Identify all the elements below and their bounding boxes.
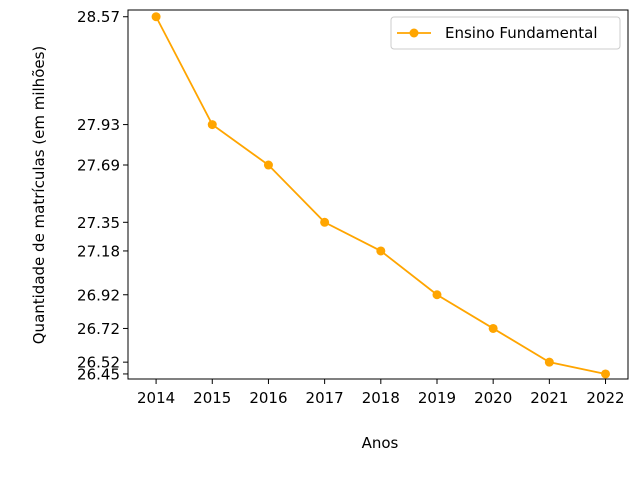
data-point: [207, 120, 217, 130]
x-tick-label: 2020: [474, 389, 512, 407]
data-point: [263, 160, 273, 170]
data-point: [432, 290, 442, 300]
y-tick-label: 27.69: [77, 157, 120, 175]
plot-area: [151, 12, 611, 379]
x-tick-label: 2016: [249, 389, 287, 407]
data-point: [488, 323, 498, 333]
x-tick-label: 2022: [586, 389, 624, 407]
axes-frame: [127, 9, 629, 380]
y-tick-label: 26.52: [77, 354, 120, 372]
x-tick-label: 2015: [193, 389, 231, 407]
legend-series-label: Ensino Fundamental: [445, 24, 598, 42]
data-point: [544, 357, 554, 367]
data-point: [601, 369, 611, 379]
y-axis-label: Quantidade de matrículas (em milhões): [30, 46, 48, 345]
y-tick-label: 26.45: [77, 365, 120, 383]
y-tick-label: 27.35: [77, 214, 120, 232]
axes: 2014 2015 2016 2017 2018 2019 2020 2021 2022 26.4…: [77, 8, 629, 407]
y-tick-label: 27.18: [77, 242, 120, 260]
legend-frame: [390, 16, 621, 50]
x-tick-label: 2019: [418, 389, 456, 407]
x-tick-label: 2017: [306, 389, 344, 407]
legend: Ensino Fundamental: [390, 16, 621, 50]
data-point: [151, 12, 161, 22]
legend-series-marker: [409, 28, 419, 38]
y-tick-label: 27.93: [77, 116, 120, 134]
x-axis-label: Anos: [362, 434, 399, 452]
x-tick-label: 2014: [137, 389, 175, 407]
y-tick-label: 28.57: [77, 8, 120, 26]
x-tick-label: 2018: [362, 389, 400, 407]
x-tick-label: 2021: [530, 389, 568, 407]
data-point: [376, 246, 386, 256]
data-point: [320, 217, 330, 227]
y-tick-label: 26.92: [77, 286, 120, 304]
y-tick-label: 26.72: [77, 320, 120, 338]
